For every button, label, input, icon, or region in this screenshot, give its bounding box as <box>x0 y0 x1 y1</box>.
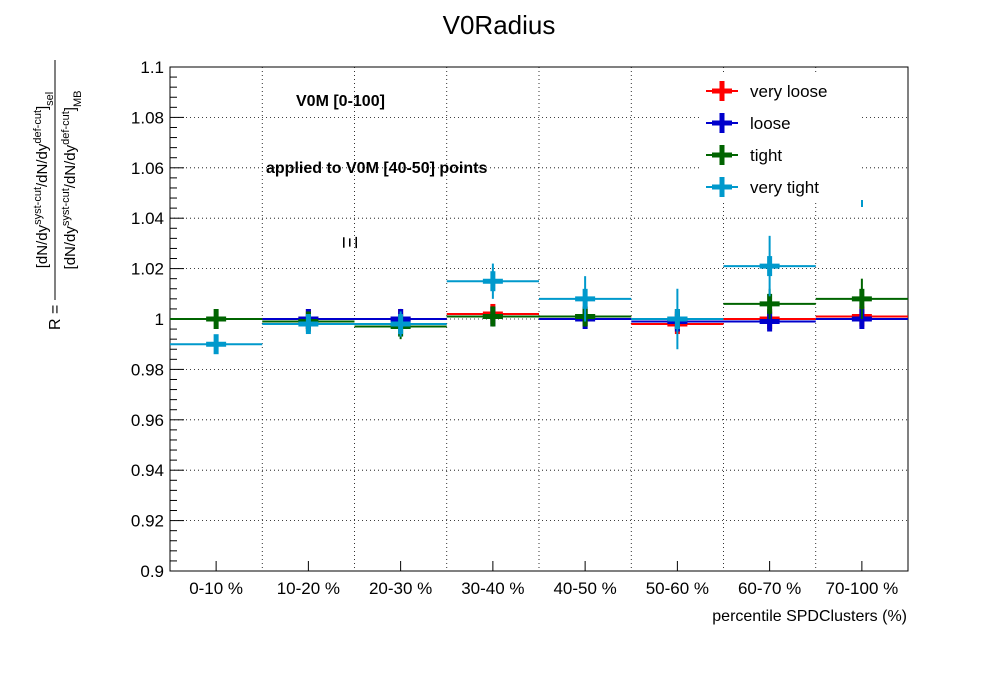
y-tick-label: 1.06 <box>131 159 164 178</box>
y-axis-label-prefix: R = <box>47 305 64 330</box>
legend-label: tight <box>750 146 782 165</box>
chart-title: V0Radius <box>443 10 556 40</box>
legend: very loose loose tight very tight <box>700 73 860 200</box>
legend-label: very loose <box>750 82 827 101</box>
y-tick-label: 1.04 <box>131 209 164 228</box>
y-tick-label: 0.96 <box>131 411 164 430</box>
annotation-applied: applied to V0M [40-50] points <box>266 160 487 177</box>
legend-item: tight <box>706 145 782 165</box>
x-tick-label: 30-40 % <box>461 579 524 598</box>
y-axis-label-denominator: [dN/dysyst-cut/dN/dydef-cut]MB <box>60 91 84 270</box>
y-axis-label-numerator: [dN/dysyst-cut/dN/dydef-cut]sel <box>32 92 56 269</box>
legend-item: loose <box>706 113 791 133</box>
x-axis-label: percentile SPDClusters (%) <box>712 608 907 625</box>
series-layer <box>170 200 908 355</box>
y-tick-label: 1.08 <box>131 108 164 127</box>
x-tick-label: 50-60 % <box>646 579 709 598</box>
legend-box <box>700 73 860 200</box>
y-tick-label: 1.02 <box>131 260 164 279</box>
x-tick-label: 0-10 % <box>189 579 243 598</box>
y-tick-label: 0.9 <box>140 562 164 581</box>
particle-symbol: Ξ <box>340 236 362 249</box>
y-tick-label: 0.94 <box>131 461 164 480</box>
legend-item: very tight <box>706 177 819 197</box>
x-tick-label: 10-20 % <box>277 579 340 598</box>
x-tick-label: 70-100 % <box>825 579 898 598</box>
x-tick-label: 40-50 % <box>553 579 616 598</box>
y-tick-label: 0.92 <box>131 512 164 531</box>
series-very-tight <box>170 235 816 355</box>
annotation-selection: V0M [0-100] <box>296 93 385 110</box>
x-tick-label: 20-30 % <box>369 579 432 598</box>
y-axis-label: R = [dN/dysyst-cut/dN/dydef-cut]sel [dN/… <box>32 60 84 330</box>
legend-label: loose <box>750 114 791 133</box>
y-tick-label: 1 <box>155 310 164 329</box>
x-tick-label: 60-70 % <box>738 579 801 598</box>
legend-item: very loose <box>706 81 827 101</box>
y-ticks: 0.9 0.92 0.94 0.96 0.98 1 1.02 1.04 1.06 1.08 1.1 <box>131 58 184 581</box>
legend-label: very tight <box>750 178 819 197</box>
x-category-labels: 0-10 % 10-20 % 20-30 % 30-40 % 40-50 % 50-60 … <box>189 561 898 598</box>
y-tick-label: 1.1 <box>140 58 164 77</box>
y-tick-label: 0.98 <box>131 360 164 379</box>
